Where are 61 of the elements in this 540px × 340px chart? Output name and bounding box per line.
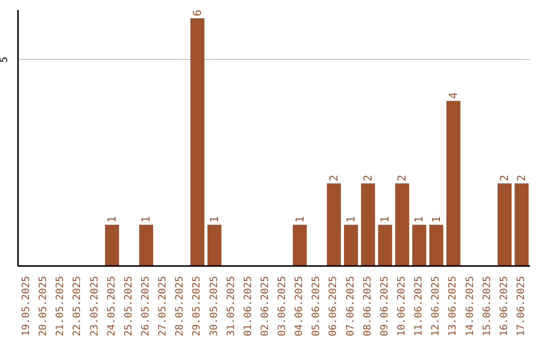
x-tick-label: 10.06.2025 — [396, 276, 408, 336]
x-tick-label: 09.06.2025 — [379, 276, 390, 336]
x-tick-label: 31.05.2025 — [226, 276, 237, 336]
bar — [412, 224, 426, 266]
x-tick-label: 25.05.2025 — [123, 276, 134, 336]
text: 1 — [293, 216, 306, 223]
x-tick-label: 28.05.2025 — [174, 276, 186, 336]
text: 2 — [515, 174, 528, 182]
x-tick-label: 14.06.2025 — [464, 276, 476, 336]
x-tick-label: 22.05.2025 — [72, 276, 84, 336]
x-tick-label: 30.05.2025 — [208, 276, 220, 336]
text: 1 — [378, 216, 392, 223]
bar — [190, 18, 204, 266]
x-tick-label: 19.05.2025 — [21, 276, 32, 336]
bar — [105, 224, 120, 266]
bar — [498, 183, 512, 266]
bar — [378, 224, 392, 266]
x-tick-label: 02.06.2025 — [260, 276, 271, 336]
x-tick-label: 08.06.2025 — [362, 276, 374, 336]
bar — [139, 224, 154, 266]
x-tick-label: 17.06.2025 — [516, 276, 527, 336]
x-tick-label: 06.06.2025 — [328, 276, 340, 336]
x-tick-label: 04.06.2025 — [294, 276, 306, 336]
x-tick-label: 12.06.2025 — [430, 276, 442, 336]
x-tick-label: 29.05.2025 — [192, 276, 203, 336]
x-tick-label: 11.06.2025 — [414, 276, 425, 336]
y-tick-label: 5 — [0, 56, 10, 63]
text: 1 — [106, 216, 119, 223]
bar — [514, 183, 529, 266]
x-tick-label: 03.06.2025 — [277, 276, 288, 336]
text: 4 — [446, 92, 460, 99]
text: 2 — [498, 174, 512, 182]
text: 1 — [412, 216, 426, 223]
bar — [326, 183, 341, 266]
x-tick-label: 13.06.2025 — [448, 276, 459, 336]
x-tick-label: 01.06.2025 — [242, 276, 254, 336]
text: 1 — [430, 216, 443, 223]
x-tick-label: 27.05.2025 — [158, 276, 169, 336]
x-tick-label: 15.06.2025 — [482, 276, 493, 336]
bar — [344, 224, 358, 266]
x-tick-label: 21.05.2025 — [55, 276, 66, 336]
text: 1 — [344, 216, 358, 223]
x-tick-label: 07.06.2025 — [345, 276, 356, 336]
x-tick-label: 26.05.2025 — [140, 276, 152, 336]
x-tick-label: 24.05.2025 — [106, 276, 118, 336]
bar — [395, 183, 410, 266]
bar — [361, 183, 376, 266]
text: 6 — [190, 10, 204, 16]
x-tick-label: 05.06.2025 — [311, 276, 322, 336]
bar — [292, 224, 307, 266]
text: 1 — [208, 216, 221, 223]
bar — [429, 224, 444, 266]
x-tick-label: 20.05.2025 — [38, 276, 50, 336]
bar — [207, 224, 222, 266]
x-tick-label: 16.06.2025 — [498, 276, 510, 336]
x-tick-label: 23.05.2025 — [89, 276, 100, 336]
text: 2 — [327, 174, 340, 182]
text: 1 — [140, 216, 153, 223]
text: 2 — [396, 174, 409, 182]
bar — [446, 100, 460, 266]
text: 2 — [362, 174, 375, 182]
